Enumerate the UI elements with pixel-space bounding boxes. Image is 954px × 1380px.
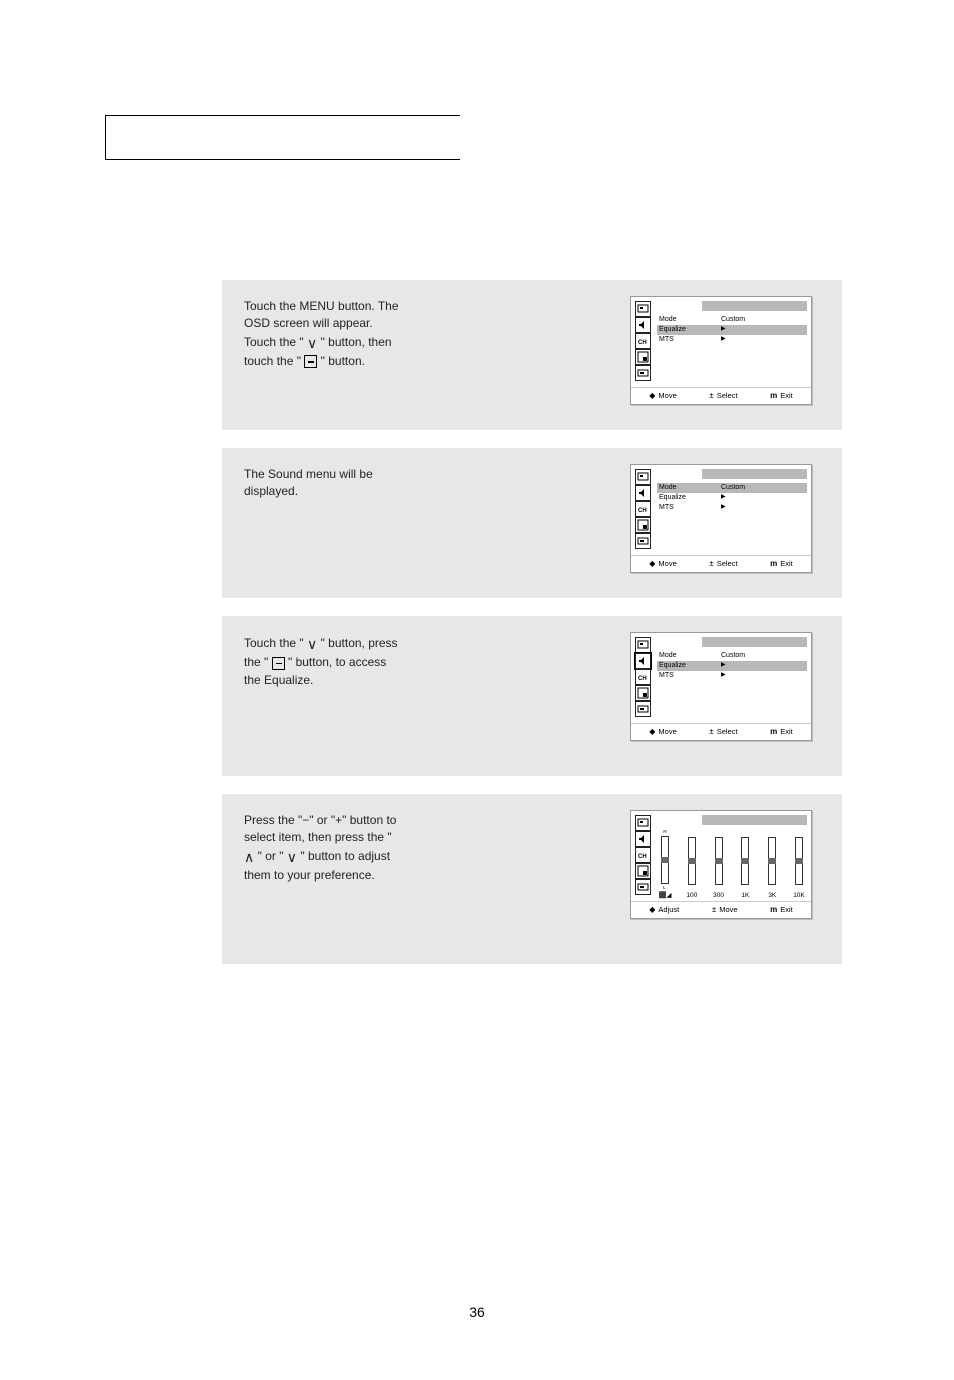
menu-item: Equalize	[659, 661, 721, 670]
menu-item: Mode	[659, 315, 721, 324]
step-1: Touch the MENU button. The OSD screen wi…	[222, 280, 842, 430]
submenu-arrow-icon: ▶	[721, 326, 726, 334]
s4-t1: Press the "−" or "+" button to select it…	[244, 813, 396, 844]
step-2-text: The Sound menu will be displayed.	[244, 466, 399, 501]
picture-icon	[635, 637, 651, 653]
step-3: Touch the " ∨ " button, press the " " bu…	[222, 616, 842, 776]
eq-band-300: 300	[711, 830, 727, 899]
osd-screenshot-2: CH ModeCustom Equalize▶ MTS▶ ◆Move ±Sele…	[630, 464, 812, 573]
minus-button-icon	[272, 657, 285, 670]
pip-icon	[635, 349, 651, 365]
eq-band-100: 100	[684, 830, 700, 899]
eq-band-10k: 10K	[791, 830, 807, 899]
svg-text:CH: CH	[638, 508, 647, 514]
osd-footer: ◆Move ±Select mExit	[631, 387, 811, 404]
minus-button-icon	[304, 355, 317, 368]
pip-icon	[635, 863, 651, 879]
channel-icon: CH	[635, 501, 651, 517]
picture-icon	[635, 469, 651, 485]
picture-icon	[635, 301, 651, 317]
osd-screenshot-3: CH ModeCustom Equalize▶ MTS▶ ◆Move ±Sele…	[630, 632, 812, 741]
menu-item: Equalize	[659, 325, 721, 334]
submenu-arrow-icon: ▶	[721, 494, 726, 502]
menu-item: Mode	[659, 651, 721, 660]
exit-glyph-icon: m	[770, 391, 777, 400]
channel-icon: CH	[635, 847, 651, 863]
step-3-text: Touch the " ∨ " button, press the " " bu…	[244, 634, 399, 689]
svg-text:CH: CH	[638, 340, 647, 346]
setup-icon	[635, 879, 651, 895]
setup-icon	[635, 701, 651, 717]
header-empty-box	[105, 115, 460, 160]
osd-screenshot-1: CH ModeCustom Equalize▶ MTS▶ ◆Move ±Sele…	[630, 296, 812, 405]
up-chevron-icon: ∧	[244, 847, 254, 867]
sound-icon	[635, 317, 651, 333]
equalizer-sliders: R L ⬛◢ 100 300	[657, 825, 807, 899]
submenu-arrow-icon: ▶	[721, 336, 726, 344]
eq-band-balance: R L ⬛◢	[657, 829, 673, 899]
submenu-arrow-icon: ▶	[721, 504, 726, 512]
submenu-arrow-icon: ▶	[721, 672, 726, 680]
s4-t2: " or "	[258, 849, 284, 863]
step-2: The Sound menu will be displayed. CH Mod…	[222, 448, 842, 598]
osd-menu-list: ModeCustom Equalize▶ MTS▶	[657, 311, 807, 345]
menu-item: MTS	[659, 503, 721, 512]
s3-t1: Touch the "	[244, 636, 304, 650]
sound-icon	[635, 485, 651, 501]
step-1-text: Touch the MENU button. The OSD screen wi…	[244, 298, 399, 370]
channel-icon: CH	[635, 669, 651, 685]
pip-icon	[635, 517, 651, 533]
sound-icon	[635, 653, 651, 669]
osd-title-bar	[702, 469, 807, 479]
step-4-text: Press the "−" or "+" button to select it…	[244, 812, 399, 884]
down-chevron-icon: ∨	[287, 847, 297, 867]
osd-title-bar	[702, 815, 807, 825]
down-chevron-icon: ∨	[307, 333, 317, 353]
svg-text:CH: CH	[638, 854, 647, 860]
setup-icon	[635, 365, 651, 381]
menu-item: Mode	[659, 483, 721, 492]
move-glyph-icon: ◆	[649, 391, 655, 400]
picture-icon	[635, 815, 651, 831]
pip-icon	[635, 685, 651, 701]
eq-band-3k: 3K	[764, 830, 780, 899]
channel-icon: CH	[635, 333, 651, 349]
page-number: 36	[0, 1304, 954, 1320]
eq-band-1k: 1K	[737, 830, 753, 899]
setup-icon	[635, 533, 651, 549]
osd-screenshot-equalizer: CH R L ⬛◢ 100	[630, 810, 812, 919]
s1-t3: " button.	[321, 354, 365, 368]
svg-text:CH: CH	[638, 676, 647, 682]
sound-icon	[635, 831, 651, 847]
osd-title-bar	[702, 637, 807, 647]
menu-item: Equalize	[659, 493, 721, 502]
down-chevron-icon: ∨	[307, 634, 317, 654]
menu-item: MTS	[659, 335, 721, 344]
select-glyph-icon: ±	[709, 391, 713, 400]
submenu-arrow-icon: ▶	[721, 662, 726, 670]
s2-t1: The Sound menu will be displayed.	[244, 467, 373, 498]
menu-item: MTS	[659, 671, 721, 680]
osd-icon-column: CH	[635, 301, 651, 387]
step-4: Press the "−" or "+" button to select it…	[222, 794, 842, 964]
osd-title-bar	[702, 301, 807, 311]
